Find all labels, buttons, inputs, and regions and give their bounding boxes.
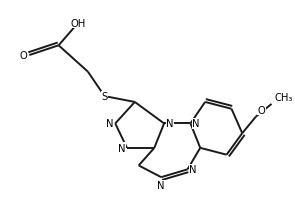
Text: N: N: [166, 119, 173, 129]
Text: N: N: [189, 165, 197, 174]
Text: N: N: [192, 119, 200, 129]
Text: OH: OH: [71, 19, 86, 29]
Text: N: N: [106, 119, 113, 129]
Text: CH₃: CH₃: [274, 92, 293, 102]
Text: S: S: [101, 92, 108, 102]
Text: O: O: [258, 105, 266, 115]
Text: N: N: [158, 180, 165, 190]
Text: N: N: [117, 143, 125, 153]
Text: O: O: [19, 51, 27, 61]
